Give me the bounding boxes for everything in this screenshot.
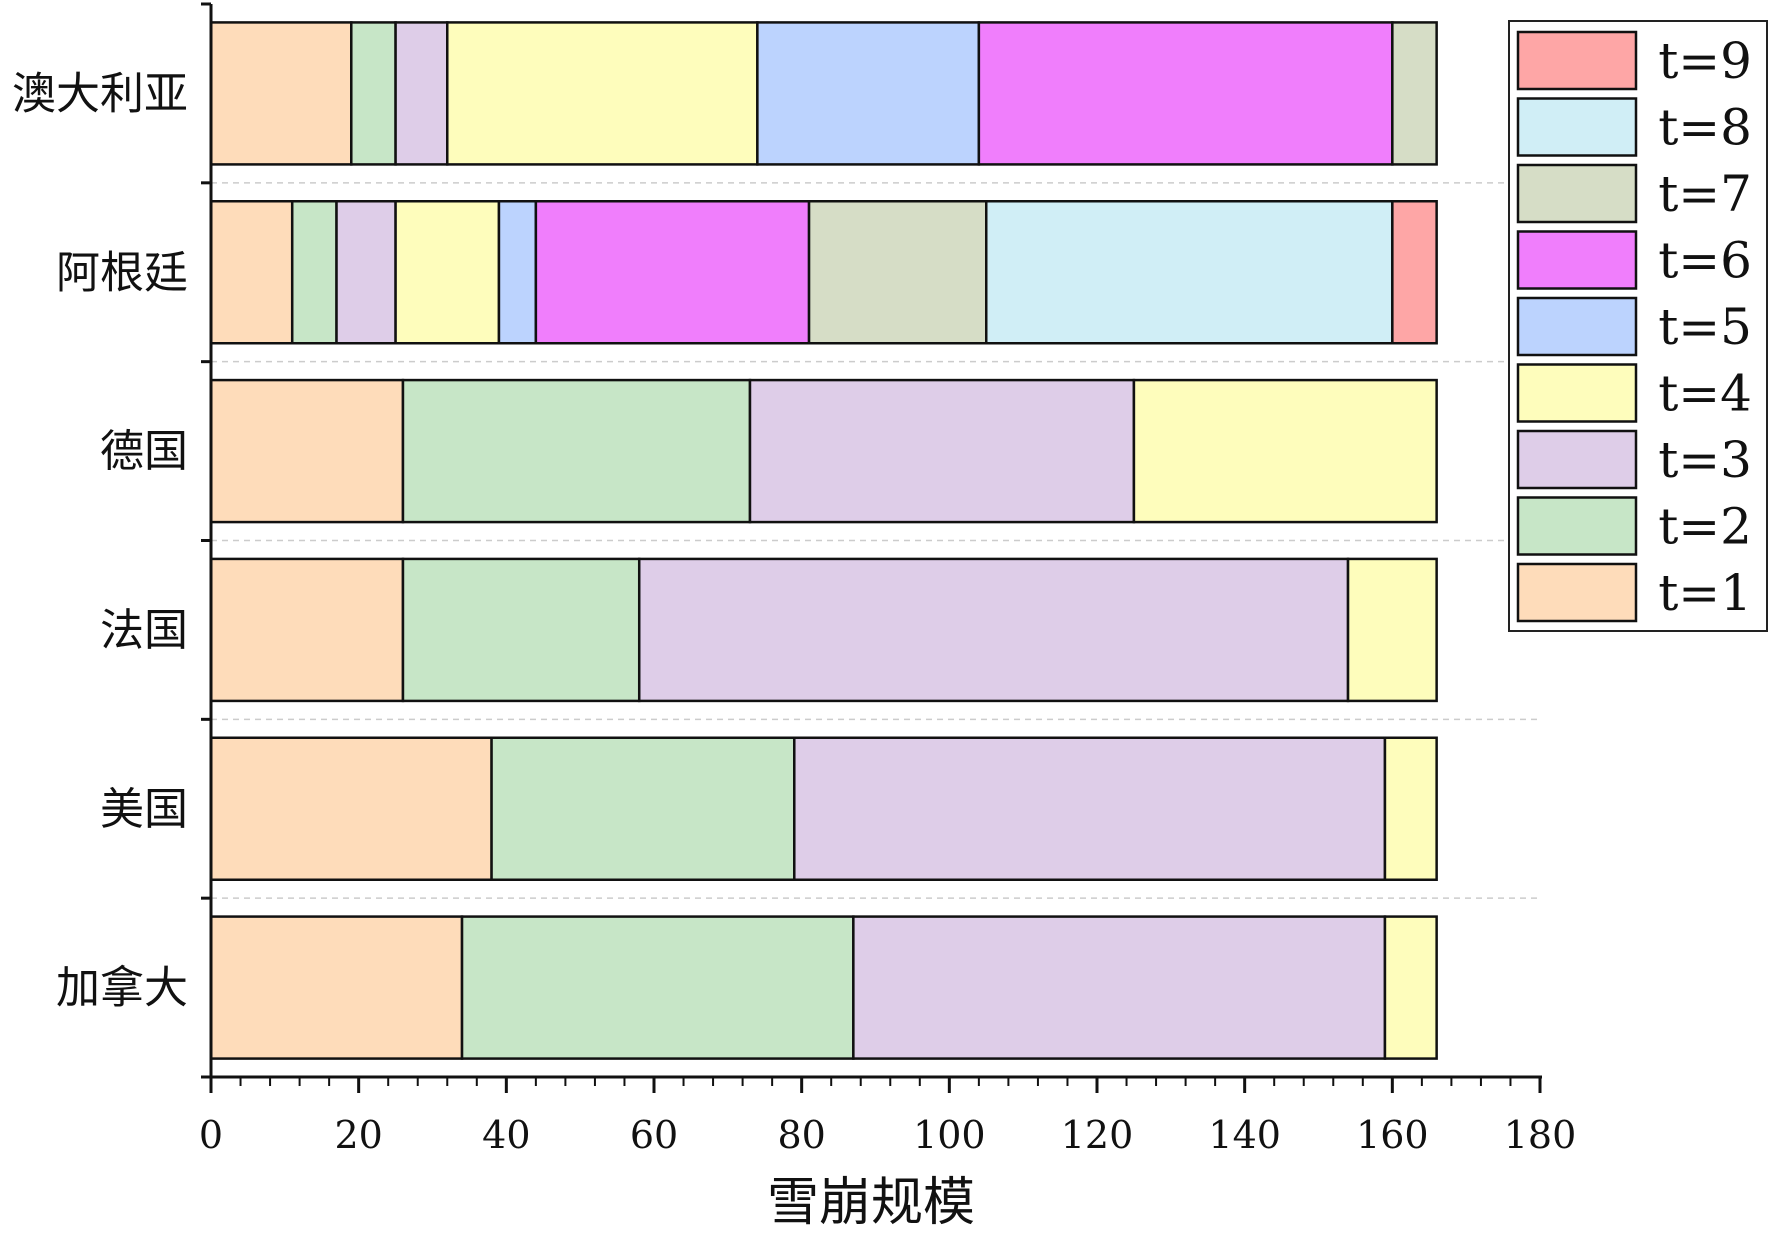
category-label: 阿根廷 [56,247,188,298]
bar-segment [852,915,1387,1060]
x-tick-label: 80 [777,1113,825,1157]
bar-segment [394,21,449,166]
category-label: 加拿大 [56,963,188,1014]
bar-segment [209,21,353,166]
legend-swatch [1516,562,1638,623]
bar-segment [1391,21,1438,166]
bar-segment [1383,915,1438,1060]
legend: t=9 t=8 t=7 t=6 t=5 t=4 t=3 t=2 t=1 [1508,20,1768,632]
bar-segment [1383,736,1438,881]
bar-segment [209,915,464,1060]
x-tick-label: 180 [1504,1113,1577,1157]
legend-swatch [1516,296,1638,357]
x-tick-label: 140 [1208,1113,1281,1157]
bar-segment [209,736,493,881]
legend-label: t=6 [1658,232,1752,290]
legend-label: t=5 [1658,298,1752,356]
legend-swatch [1516,97,1638,157]
bar-segment [756,21,981,166]
bar-segment [401,557,641,703]
bars [209,21,1438,1060]
bar-segment [1132,378,1438,524]
legend-label: t=3 [1658,431,1752,489]
x-tick-label: 160 [1356,1113,1429,1157]
bar-segment [793,736,1387,881]
bar-segment [394,200,501,345]
bar-segment [209,378,405,524]
bar-segment [748,378,1136,524]
legend-swatch [1516,30,1638,91]
bar-segment [985,200,1394,345]
legend-swatch [1516,163,1638,224]
bar-segment [209,200,294,345]
x-tick-label: 40 [482,1113,530,1157]
legend-label: t=7 [1658,165,1752,223]
bar-segment [290,200,338,345]
x-tick-label: 60 [630,1113,678,1157]
bar-segment [534,200,811,345]
legend-swatch [1516,429,1638,490]
x-tick-label: 120 [1061,1113,1134,1157]
legend-label: t=1 [1658,564,1752,622]
bar-segment [497,200,538,345]
legend-label: t=9 [1658,32,1752,90]
x-tick-label: 100 [913,1113,986,1157]
bar-segment [1391,200,1438,345]
bar-segment [335,200,397,345]
legend-label: t=4 [1658,365,1752,423]
category-label: 美国 [100,784,188,835]
legend-label: t=8 [1658,99,1752,157]
legend-label: t=2 [1658,498,1752,556]
x-tick-label: 0 [199,1113,223,1157]
grid-lines [211,182,1540,899]
x-axis-title: 雪崩规模 [767,1173,975,1233]
legend-swatch [1516,363,1638,423]
bar-segment [1346,557,1438,703]
x-tick-label: 20 [334,1113,382,1157]
bar-segment [350,21,397,166]
axes [201,2,1542,1093]
bar-segment [637,557,1350,703]
x-tick-labels: 0 20 40 60 80 100 120 140 160 180 [199,1113,1576,1157]
bar-segment [807,200,988,345]
bar-segment [209,557,405,703]
legend-swatch [1516,230,1638,290]
bar-segment [490,736,796,881]
legend-swatch [1516,496,1638,556]
bar-segment [446,21,759,166]
category-label: 德国 [100,426,188,477]
category-label: 法国 [100,605,188,656]
bar-segment [460,915,855,1060]
bar-segment [401,378,752,524]
category-label: 澳大利亚 [12,68,188,119]
bar-segment [977,21,1394,166]
